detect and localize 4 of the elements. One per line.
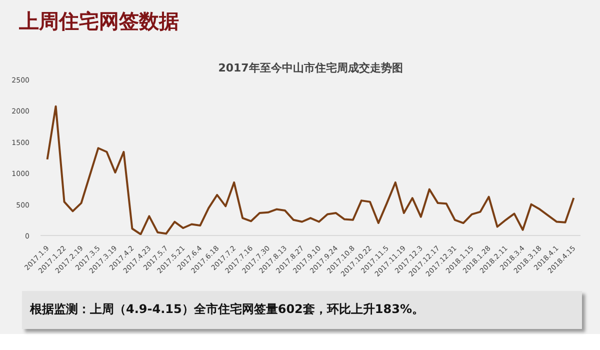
text: 根据监测：上周（4.9-4.15）全市住宅网签量602套，环比上升183%。 [30,301,424,318]
chart-subtitle: 2017年至今中山市住宅周成交走势图 [218,62,403,74]
line-series [46,105,575,236]
chart-title: 上周住宅网签数据 [19,8,179,35]
